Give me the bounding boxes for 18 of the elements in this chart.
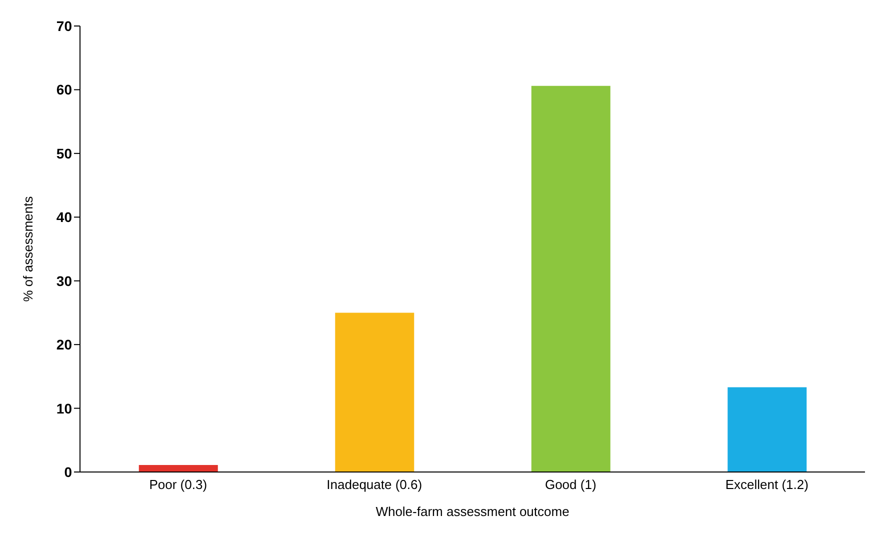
y-axis-title: % of assessments — [20, 196, 36, 302]
x-tick-label: Excellent (1.2) — [725, 477, 808, 492]
x-axis-title: Whole-farm assessment outcome — [376, 504, 570, 519]
y-tick-label: 0 — [64, 464, 72, 480]
y-tick-label: 20 — [56, 336, 72, 353]
bar — [531, 86, 610, 472]
bar — [335, 312, 414, 472]
y-tick-label: 70 — [56, 18, 72, 34]
bar — [728, 387, 807, 472]
y-tick-label: 50 — [56, 145, 72, 162]
x-tick-label: Inadequate (0.6) — [326, 477, 422, 492]
y-tick-label: 40 — [56, 209, 72, 226]
x-tick-label: Poor (0.3) — [149, 477, 208, 492]
bar — [138, 464, 218, 472]
x-tick-label: Good (1) — [544, 477, 596, 492]
y-tick-label: 10 — [56, 400, 72, 416]
y-tick-label: 30 — [56, 272, 72, 289]
y-tick-label: 60 — [56, 82, 72, 98]
